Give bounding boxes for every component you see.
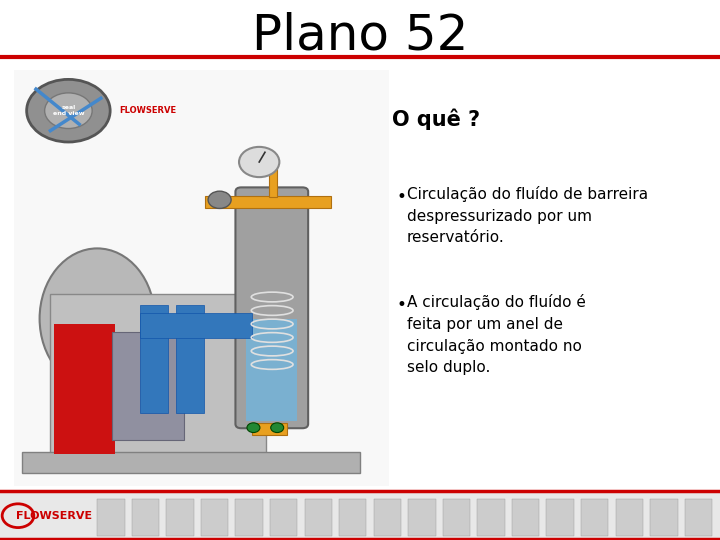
Bar xyxy=(140,313,252,338)
Text: seal
end view: seal end view xyxy=(53,105,84,116)
Bar xyxy=(176,305,204,413)
Text: •: • xyxy=(396,296,406,314)
Text: Plano 52: Plano 52 xyxy=(252,11,468,59)
Circle shape xyxy=(208,191,231,208)
Bar xyxy=(201,499,228,536)
Bar xyxy=(650,499,678,536)
Text: •: • xyxy=(396,188,406,206)
Bar xyxy=(132,499,159,536)
Text: Circulação do fluído de barreira
despressurizado por um
reservatório.: Circulação do fluído de barreira despres… xyxy=(407,186,648,246)
Text: FLOWSERVE: FLOWSERVE xyxy=(16,511,92,521)
Bar xyxy=(581,499,608,536)
Bar xyxy=(202,317,243,327)
Bar xyxy=(374,499,401,536)
Bar xyxy=(270,499,297,536)
Bar xyxy=(685,499,712,536)
Bar xyxy=(50,294,266,456)
Circle shape xyxy=(239,147,279,177)
Circle shape xyxy=(271,423,284,433)
Bar xyxy=(166,499,194,536)
Bar xyxy=(0,491,720,540)
Bar xyxy=(205,196,331,208)
Bar xyxy=(22,452,360,472)
Circle shape xyxy=(247,423,260,433)
Bar xyxy=(246,319,297,421)
Bar xyxy=(546,499,574,536)
Circle shape xyxy=(45,93,92,129)
Bar xyxy=(97,499,125,536)
Bar xyxy=(477,499,505,536)
Text: A circulação do fluído é
feita por um anel de
circulação montado no
selo duplo.: A circulação do fluído é feita por um an… xyxy=(407,294,585,375)
Bar xyxy=(14,70,389,486)
Bar xyxy=(235,499,263,536)
Bar xyxy=(512,499,539,536)
Circle shape xyxy=(27,79,110,142)
Bar xyxy=(140,305,168,413)
Bar xyxy=(305,499,332,536)
Bar xyxy=(252,423,287,435)
FancyBboxPatch shape xyxy=(235,187,308,428)
Bar xyxy=(269,167,277,197)
Bar xyxy=(112,332,184,440)
Bar xyxy=(54,324,115,454)
Ellipse shape xyxy=(40,248,155,389)
Text: FLOWSERVE: FLOWSERVE xyxy=(119,106,176,115)
Bar xyxy=(443,499,470,536)
Text: O quê ?: O quê ? xyxy=(392,108,480,130)
Bar xyxy=(339,499,366,536)
Bar xyxy=(616,499,643,536)
Bar xyxy=(408,499,436,536)
